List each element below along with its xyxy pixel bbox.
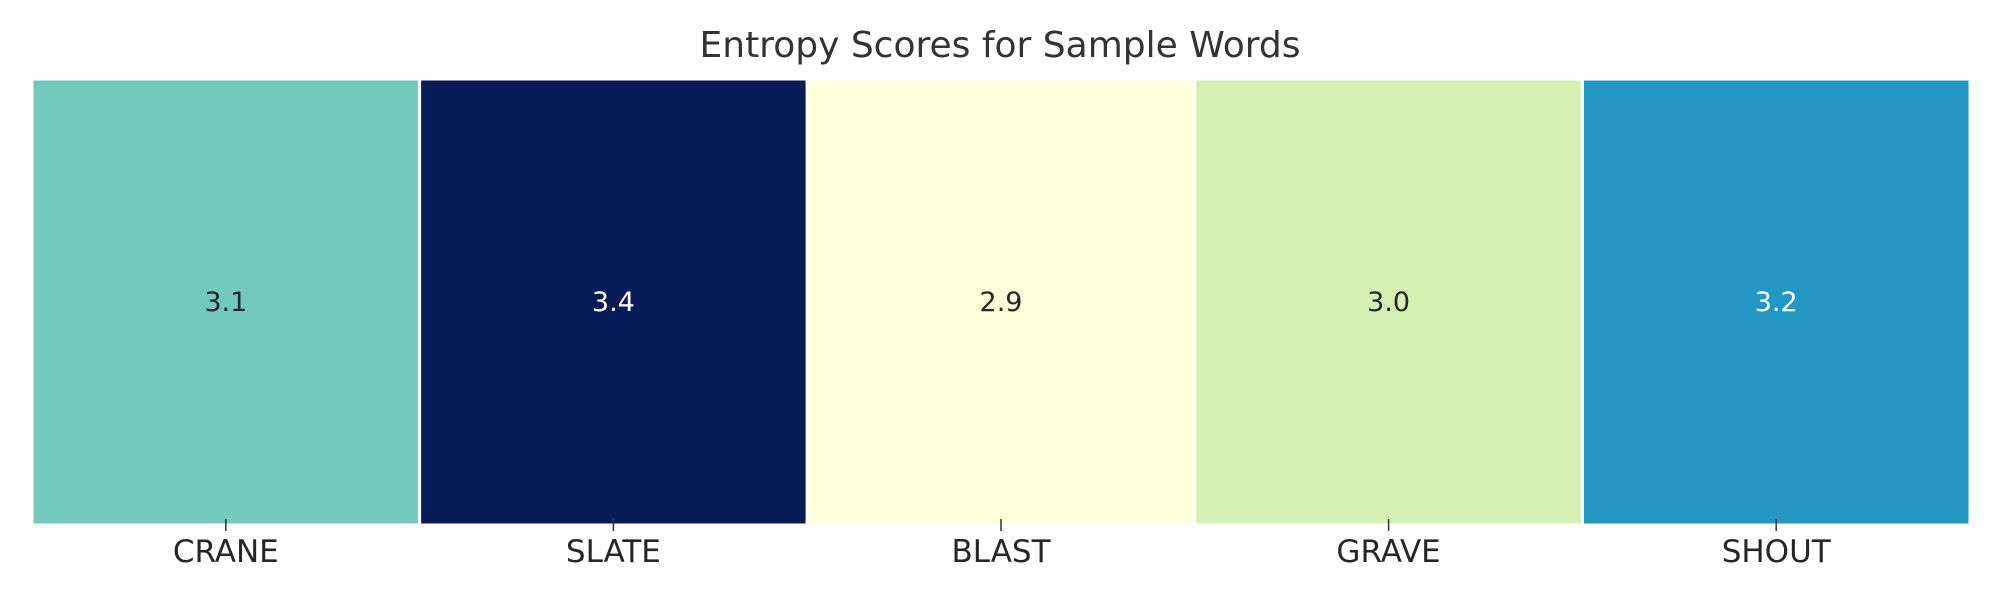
cell-value-label: 3.0 <box>1367 287 1410 318</box>
heatmap-cell-grave <box>1193 77 1584 527</box>
heatmap-value-labels: 3.1 3.4 2.9 3.0 3.2 <box>204 287 1797 318</box>
cell-value-label: 3.2 <box>1755 287 1798 318</box>
x-axis: CRANE SLATE BLAST GRAVE SHOUT <box>173 519 1832 570</box>
x-tick-label: CRANE <box>173 534 279 570</box>
heatmap-cell-crane <box>30 77 422 527</box>
x-tick-label: GRAVE <box>1336 534 1440 570</box>
heatmap-cell-slate <box>418 77 809 527</box>
heatmap-cells <box>30 77 1972 527</box>
x-tick-label: SLATE <box>566 534 661 570</box>
x-tick-label: SHOUT <box>1722 534 1832 570</box>
x-tick-label: BLAST <box>951 534 1051 570</box>
cell-value-label: 2.9 <box>980 287 1023 318</box>
chart-title: Entropy Scores for Sample Words <box>700 25 1301 66</box>
cell-value-label: 3.1 <box>204 287 247 318</box>
cell-value-label: 3.4 <box>592 287 635 318</box>
heatmap-cell-blast <box>805 77 1197 527</box>
